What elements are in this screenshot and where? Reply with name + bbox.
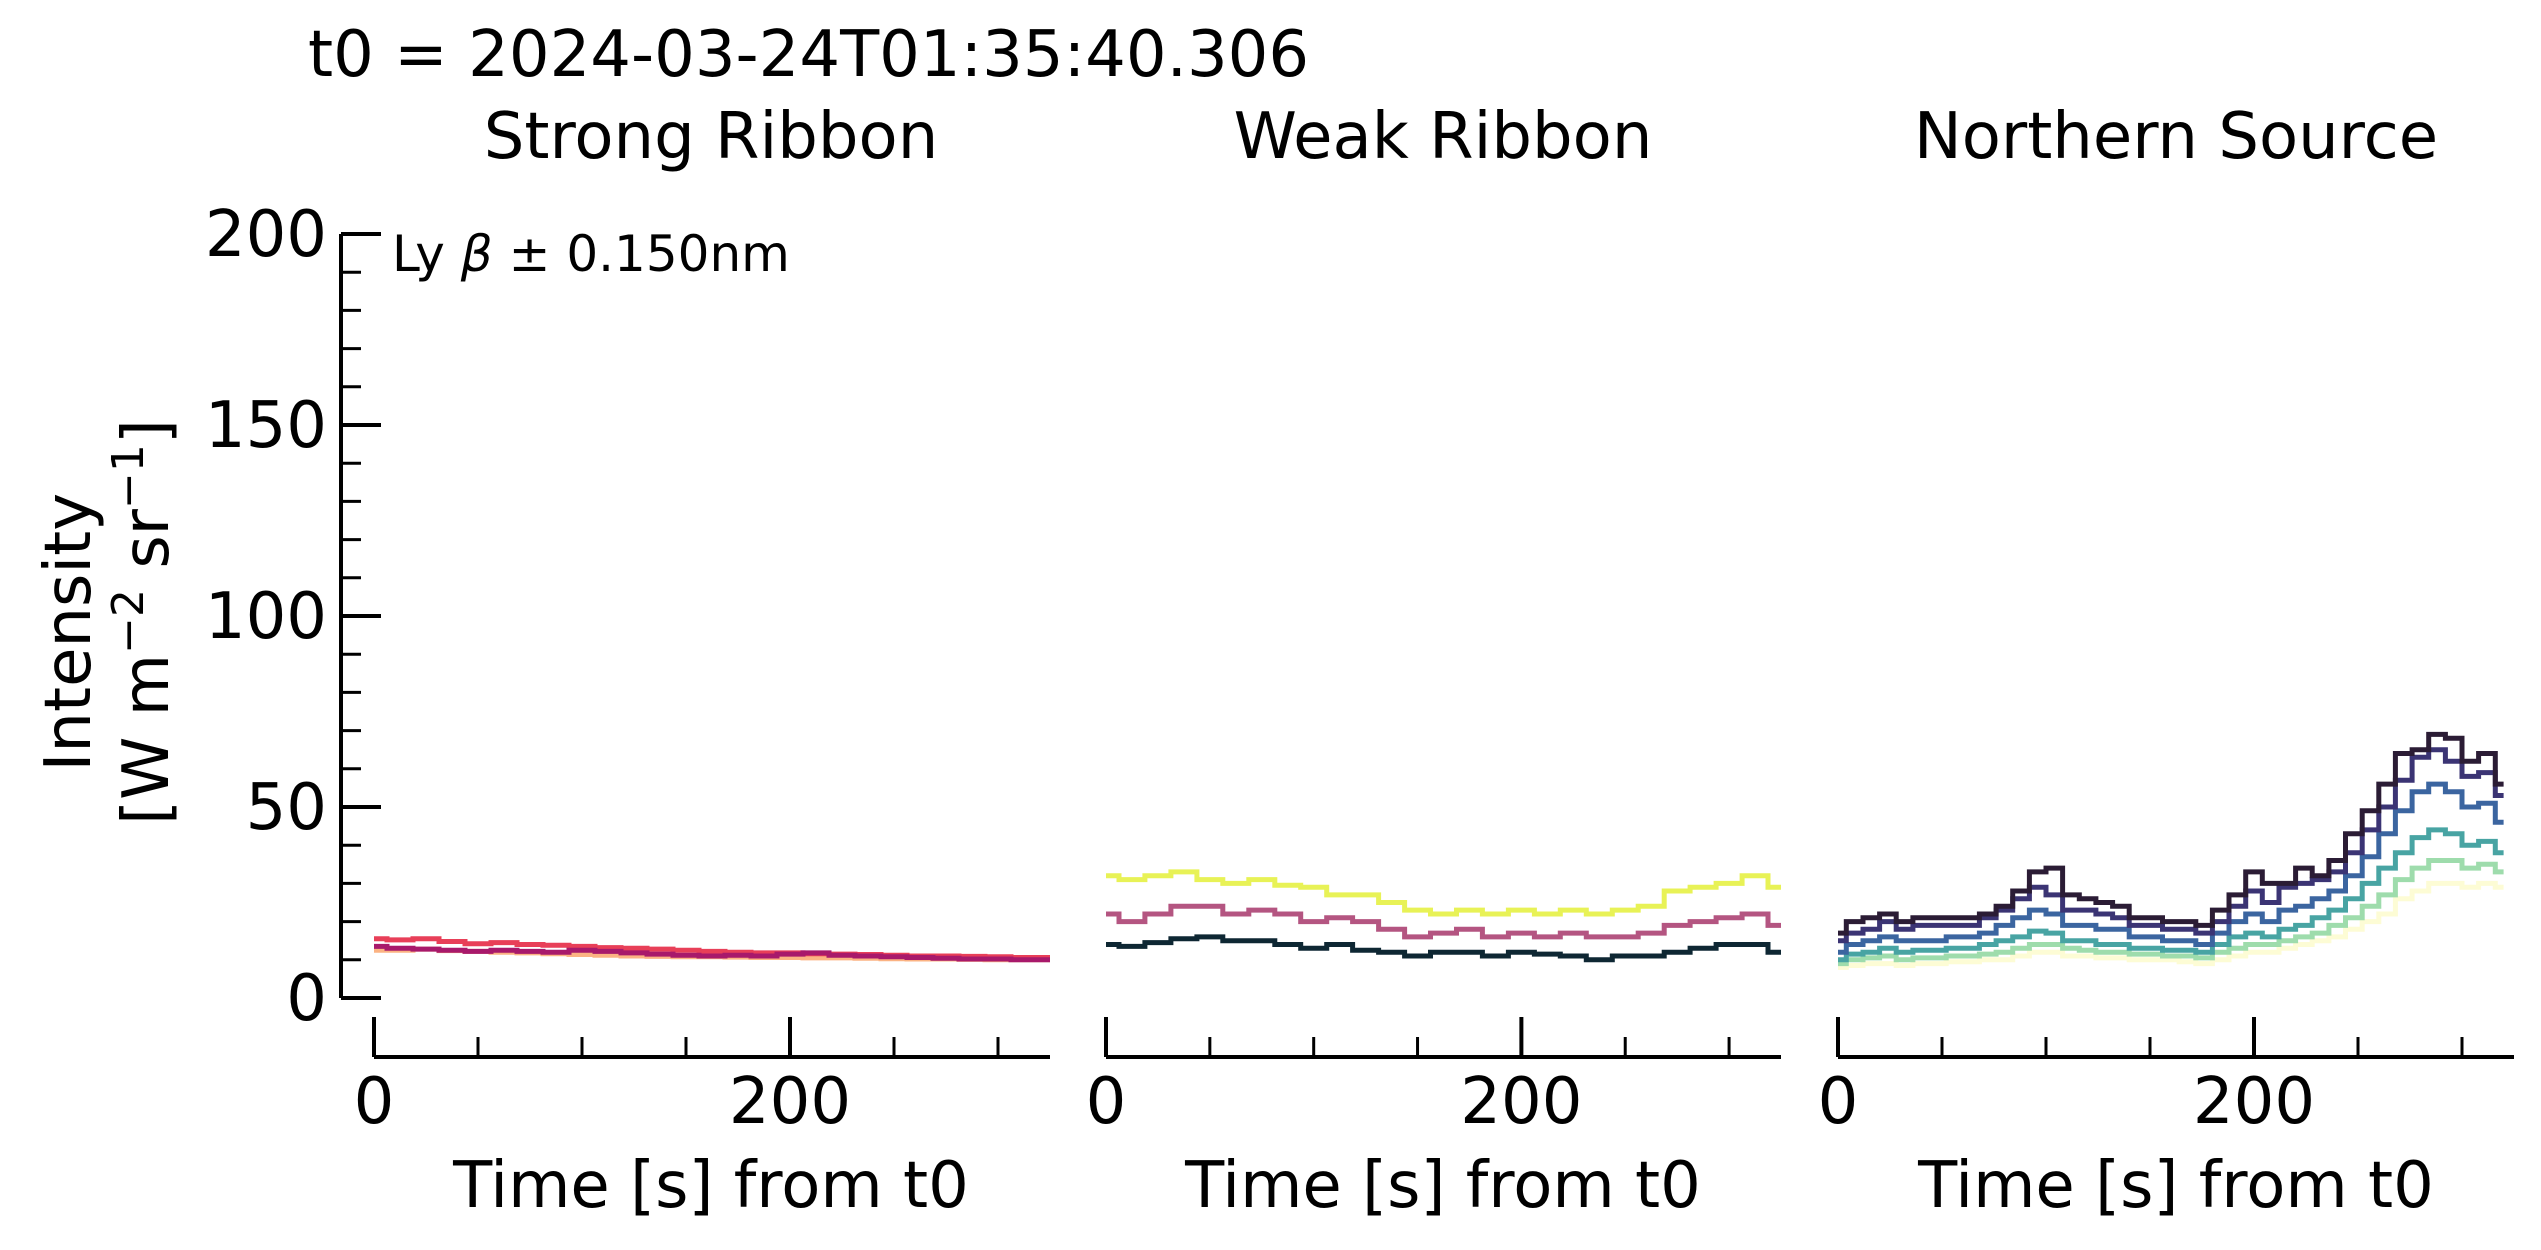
series-line-2	[374, 943, 1050, 963]
series-line-1	[1106, 903, 1781, 940]
panel-northern-source: Northern Source 0 200 Time [s] from t0	[1818, 100, 2514, 1223]
y-tick-label: 50	[246, 771, 327, 845]
series-line-2	[1838, 827, 2504, 963]
panel-strong-ribbon: Strong Ribbon 0 200 0 50 100 150 200 Time [s] …	[205, 100, 1050, 1223]
ylabel: Intensity [W m−2 sr−1]	[32, 419, 184, 825]
plot-area: 0 200	[1086, 869, 1781, 1139]
x-tick-label: 0	[1086, 1065, 1127, 1139]
y-tick-label: 200	[205, 198, 327, 272]
ylabel-unit-suffix: ]	[110, 419, 184, 444]
y-tick-label: 0	[286, 962, 327, 1036]
x-axis-label: Time [s] from t0	[1917, 1149, 2434, 1223]
annotation-prefix: Ly	[392, 225, 461, 283]
series-line-0	[1106, 869, 1781, 917]
plot-area: 0 200 0 50 100 150 200	[205, 198, 1050, 1139]
panel-title: Strong Ribbon	[484, 100, 939, 174]
plot-area: 0 200	[1818, 731, 2514, 1139]
x-tick-label: 200	[1460, 1065, 1582, 1139]
series-line-5	[1838, 731, 2504, 936]
line-annotation: Ly β ± 0.150nm	[392, 225, 790, 283]
ylabel-superscript-m: −2	[103, 589, 154, 654]
panel-title: Weak Ribbon	[1234, 100, 1653, 174]
ylabel-line1: Intensity	[32, 493, 106, 772]
x-axis-label: Time [s] from t0	[1184, 1149, 1701, 1223]
panel-title: Northern Source	[1914, 100, 2438, 174]
suptitle: t0 = 2024-03-24T01:35:40.306	[308, 18, 1309, 92]
x-tick-label: 200	[729, 1065, 851, 1139]
ylabel-unit-prefix: [W m	[110, 654, 184, 825]
y-tick-label: 100	[205, 580, 327, 654]
series-line-1	[1838, 858, 2504, 967]
series-line-3	[1838, 781, 2504, 955]
x-tick-label: 0	[354, 1065, 395, 1139]
ylabel-unit-mid: sr	[110, 508, 184, 589]
ylabel-line2: [W m−2 sr−1]	[103, 419, 185, 825]
annotation-greek: β	[460, 225, 493, 283]
x-axis-label: Time [s] from t0	[452, 1149, 969, 1223]
ylabel-superscript-sr: −1	[103, 444, 154, 509]
y-tick-label: 150	[205, 389, 327, 463]
x-tick-label: 0	[1818, 1065, 1859, 1139]
panel-weak-ribbon: Weak Ribbon 0 200 Time [s] from t0	[1086, 100, 1781, 1223]
series-line-0	[1838, 880, 2504, 970]
x-tick-label: 200	[2193, 1065, 2315, 1139]
series-line-4	[1838, 747, 2504, 944]
annotation-suffix: ± 0.150nm	[493, 225, 790, 283]
series-line-2	[1106, 934, 1781, 963]
